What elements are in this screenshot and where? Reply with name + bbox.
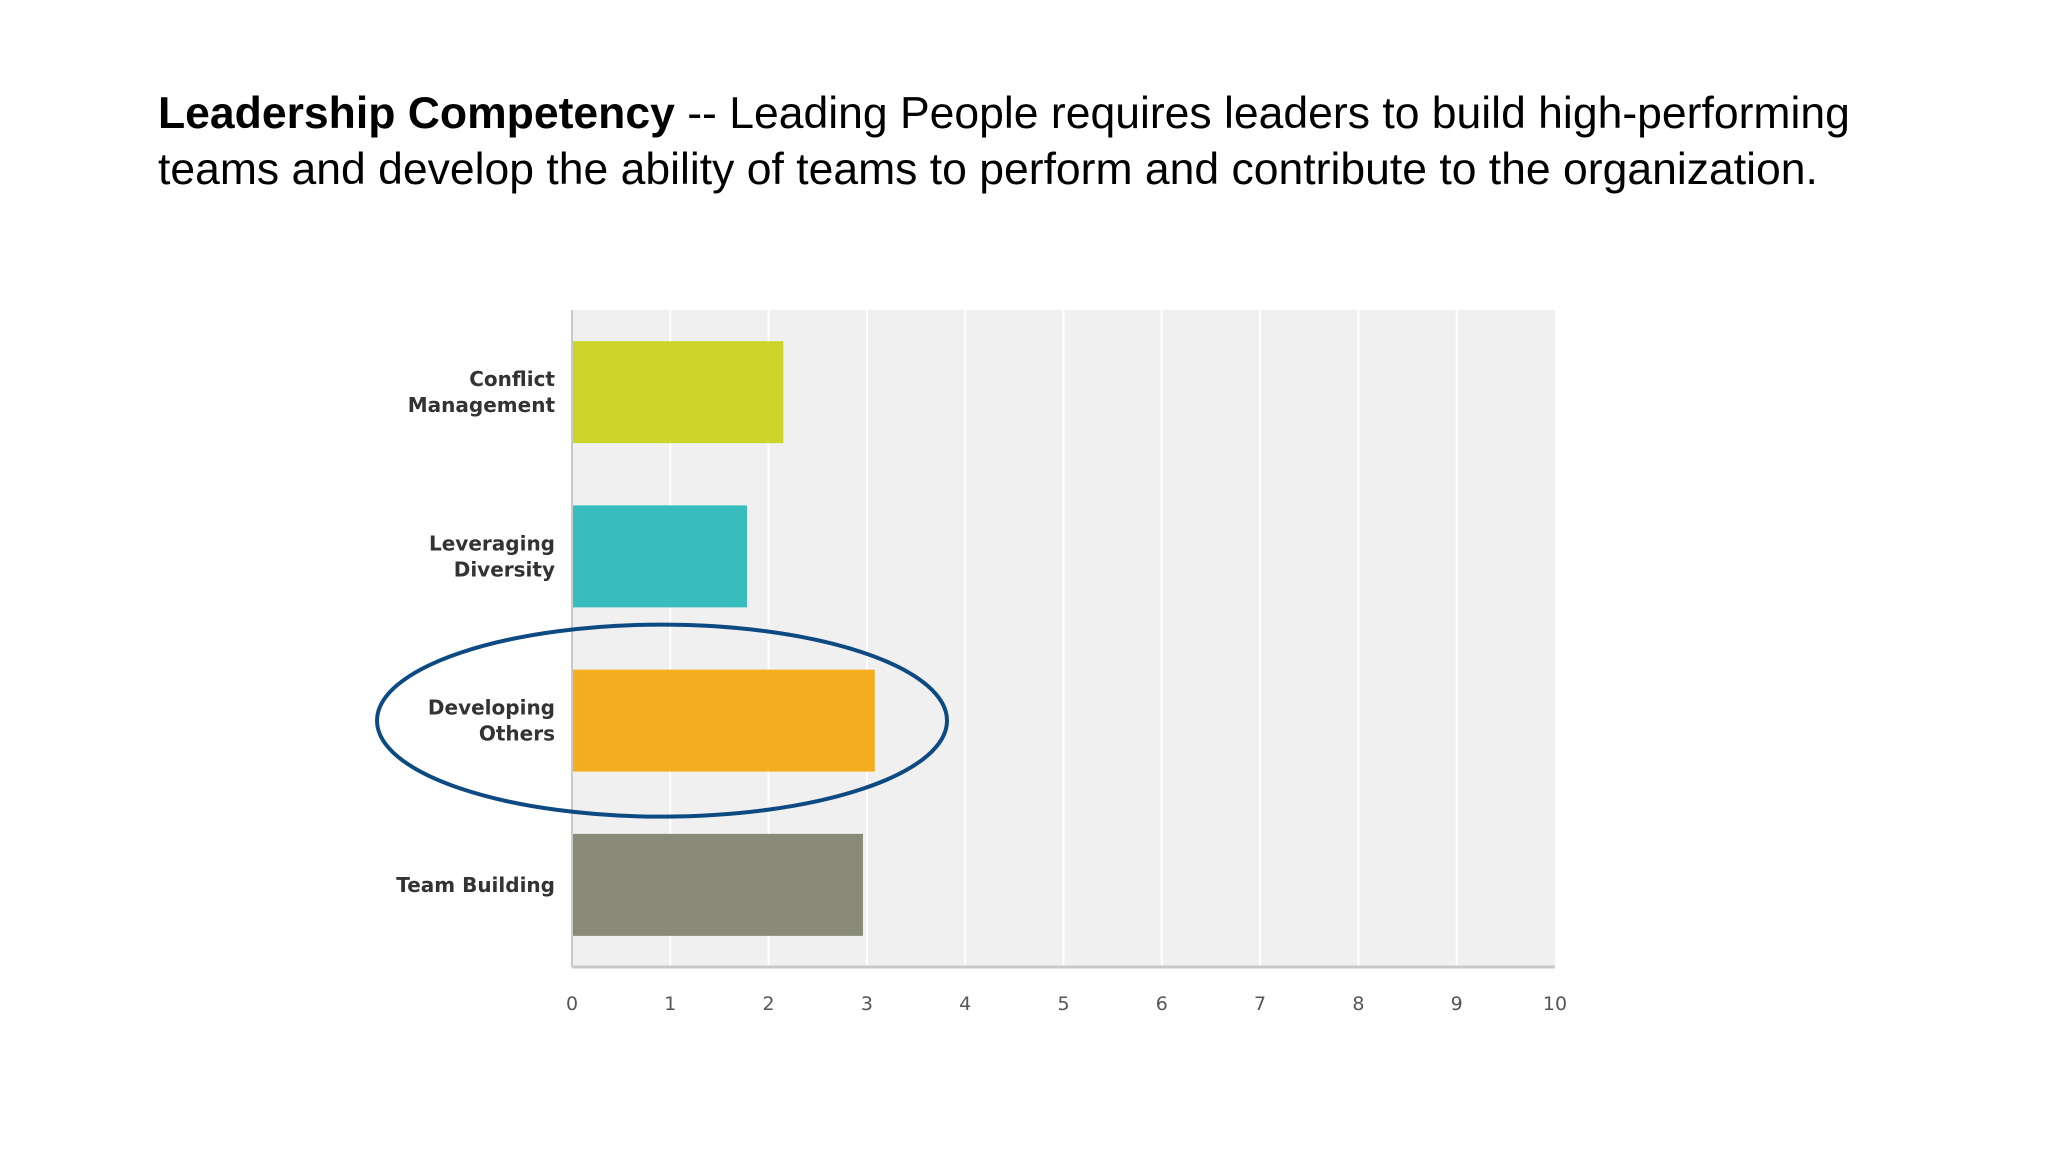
category-label-0-1: Management — [408, 393, 556, 417]
bar-0 — [572, 341, 784, 444]
bar-3 — [572, 833, 863, 936]
highlight-ellipse — [375, 622, 949, 819]
tick-labels: 0 1 2 3 4 5 6 7 8 9 10 — [566, 993, 1567, 1015]
tick-label-1: 1 — [664, 993, 676, 1015]
slide-heading: Leadership Competency -- Leading People … — [158, 86, 1918, 198]
tick-label-3: 3 — [861, 993, 873, 1015]
heading-bold: Leadership Competency — [158, 89, 675, 138]
category-label-2-0: Developing — [428, 696, 555, 720]
tick-label-7: 7 — [1254, 993, 1266, 1015]
heading-rest: -- Leading People requires leaders to bu… — [158, 89, 1850, 194]
tick-label-6: 6 — [1156, 993, 1168, 1015]
bars — [572, 341, 875, 936]
bar-1 — [572, 505, 747, 608]
tick-label-9: 9 — [1451, 993, 1463, 1015]
tick-label-0: 0 — [566, 993, 578, 1015]
tick-label-4: 4 — [959, 993, 971, 1015]
category-label-0-0: Conflict — [469, 367, 555, 391]
category-label-2-1: Others — [479, 722, 555, 746]
category-label-3-0: Team Building — [396, 873, 555, 897]
category-label-1-0: Leveraging — [429, 531, 555, 555]
category-label-1-1: Diversity — [454, 557, 555, 581]
tick-label-8: 8 — [1352, 993, 1364, 1015]
tick-label-2: 2 — [763, 993, 775, 1015]
tick-label-10: 10 — [1543, 993, 1567, 1015]
tick-label-5: 5 — [1057, 993, 1069, 1015]
bar-2 — [572, 669, 875, 772]
